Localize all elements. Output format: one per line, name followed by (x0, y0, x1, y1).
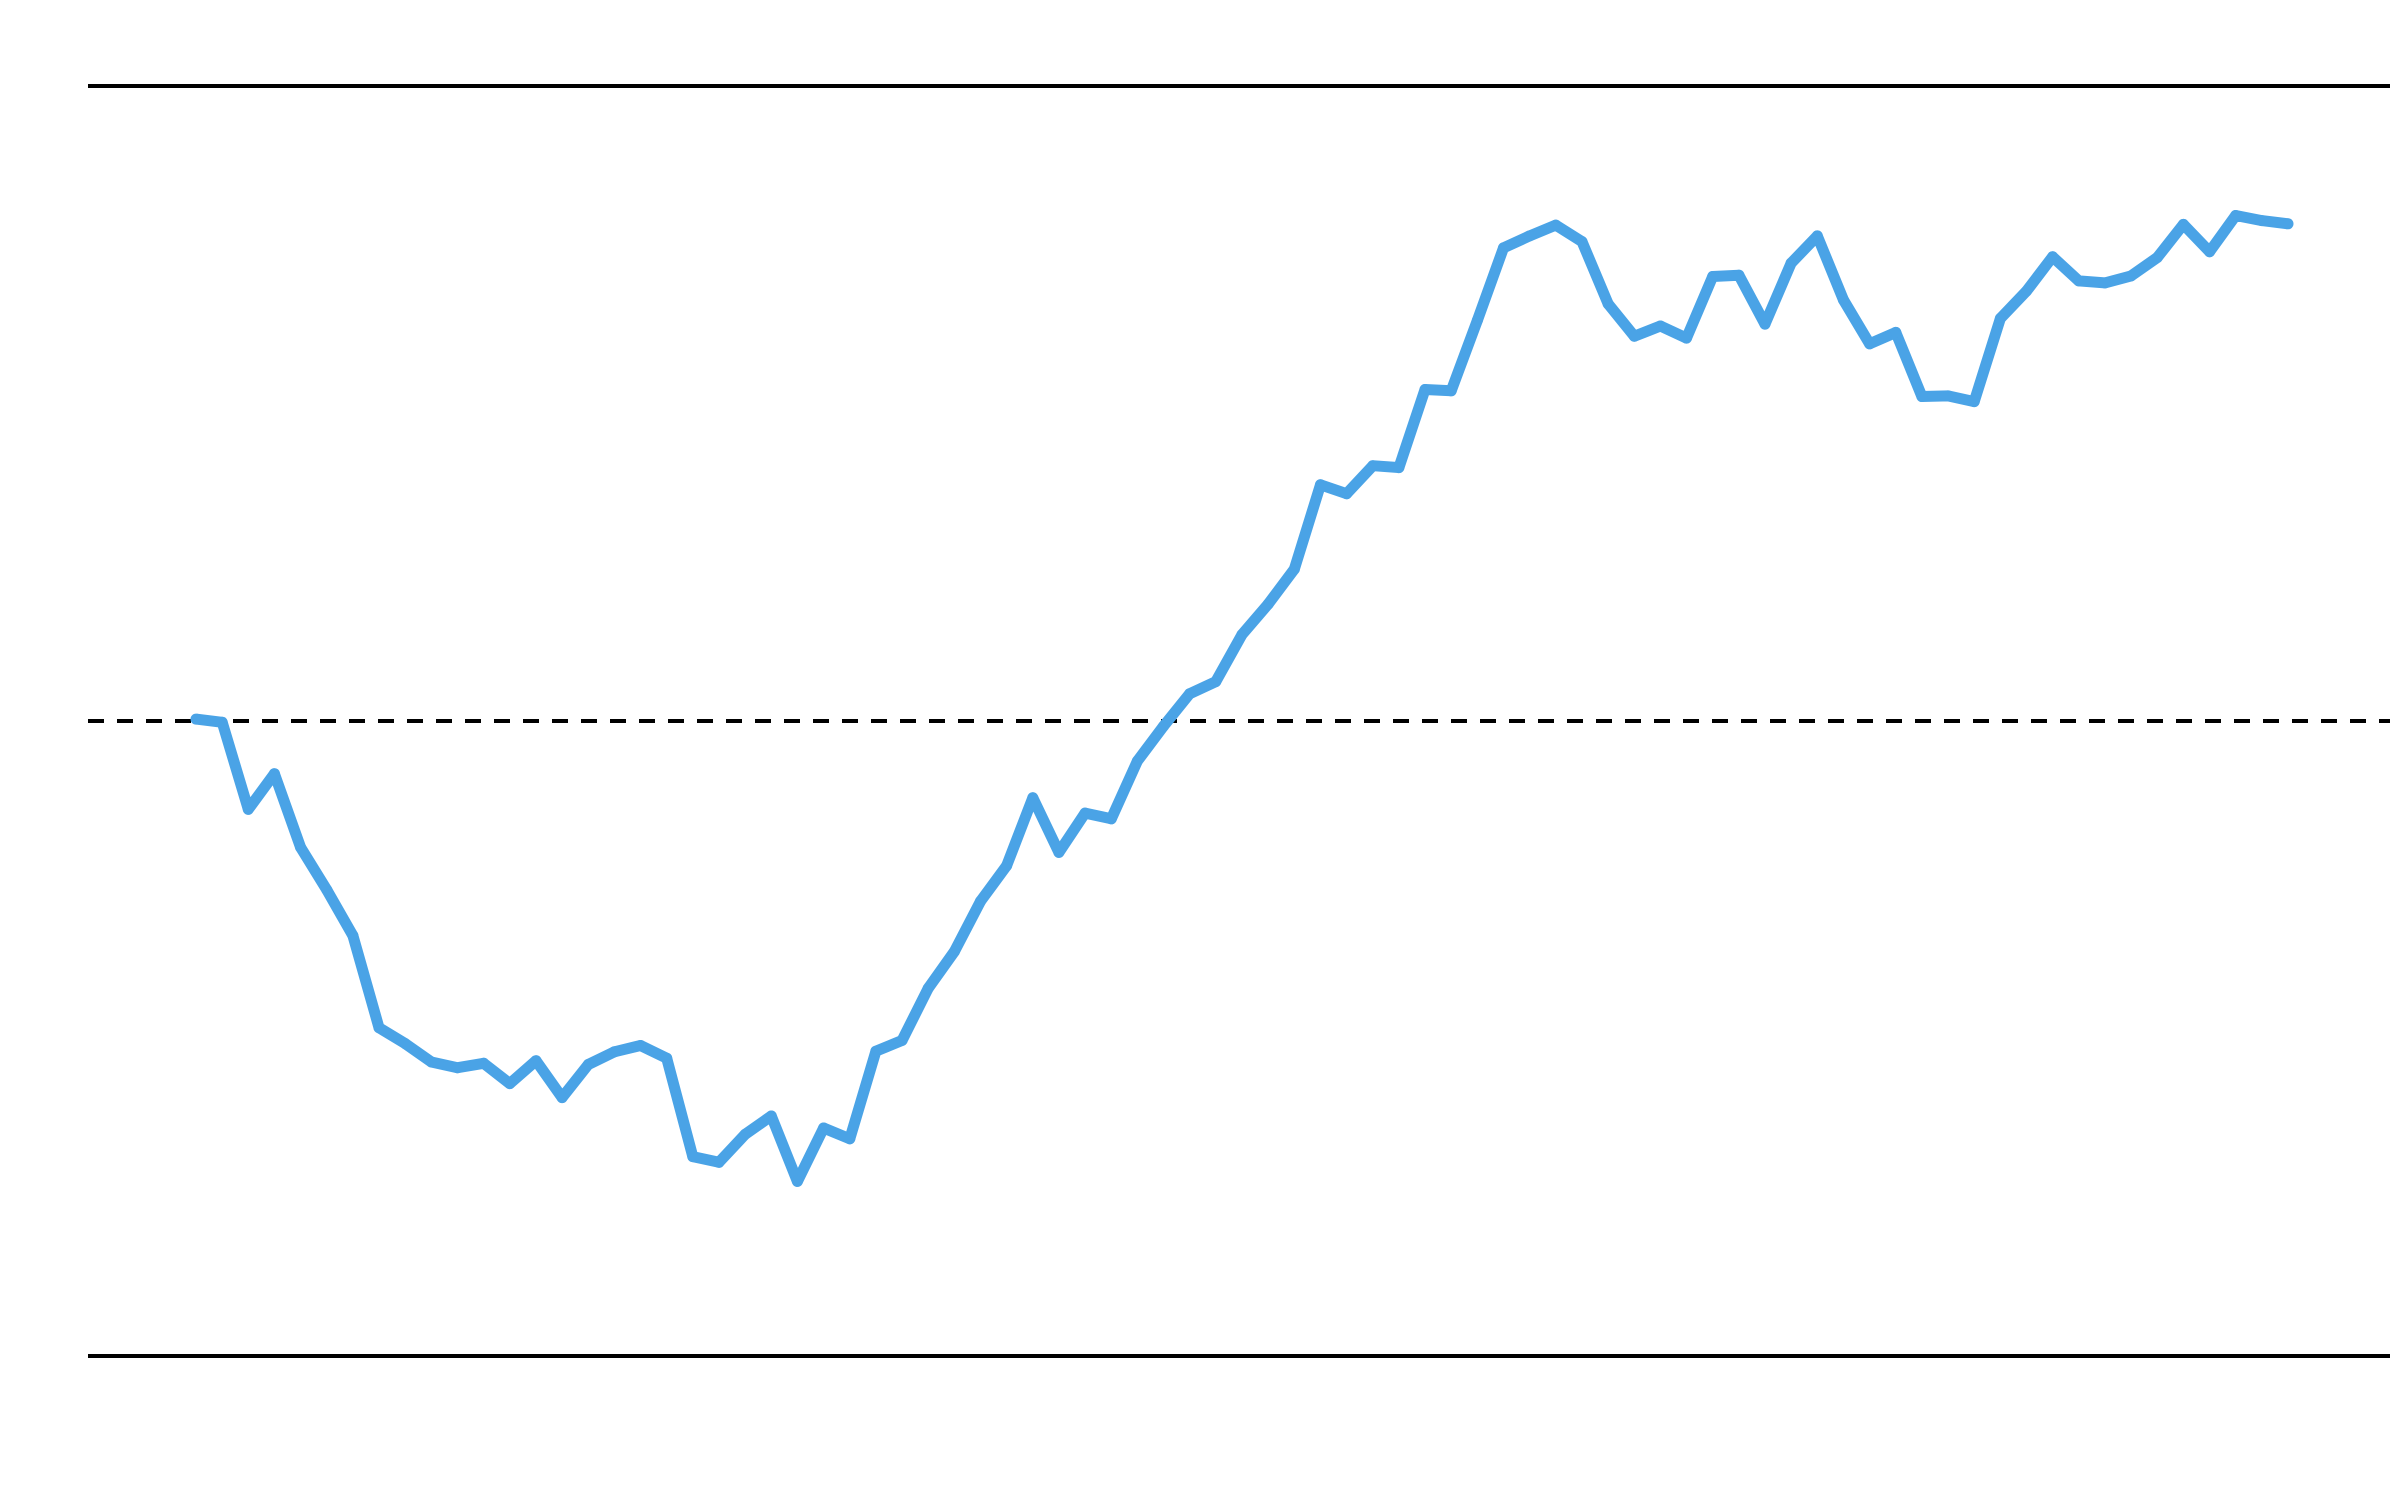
series-point (399, 1038, 411, 1050)
series-point (425, 1056, 437, 1068)
series-point (1105, 813, 1117, 825)
series-point (1001, 860, 1013, 872)
series-point (1079, 807, 1091, 819)
series-point (1471, 314, 1483, 326)
series-point (1968, 396, 1980, 408)
series-point (1864, 338, 1876, 350)
series-point (1027, 792, 1039, 804)
series-point (1524, 230, 1536, 242)
series-point (2047, 251, 2059, 263)
series-point (2230, 210, 2242, 221)
series-point (1916, 391, 1928, 402)
series-point (948, 946, 960, 957)
series-point (1158, 720, 1170, 732)
series-point (2021, 285, 2032, 297)
series-point (347, 930, 359, 942)
series-point (556, 1092, 568, 1104)
series-point (1498, 242, 1509, 254)
series-point (1628, 330, 1640, 342)
series-point (1445, 385, 1457, 397)
series-point (1210, 676, 1222, 688)
series-point (2204, 246, 2216, 258)
series-point (635, 1040, 646, 1051)
series-point (922, 982, 934, 994)
series-point (1315, 479, 1326, 491)
series-point (1759, 318, 1771, 330)
series-point (818, 1122, 830, 1134)
series-point (1707, 271, 1719, 282)
series-point (687, 1151, 699, 1163)
series-point (1367, 460, 1379, 472)
series-point (1838, 294, 1849, 306)
series-point (1393, 462, 1405, 474)
series-point (608, 1046, 620, 1058)
series-point (1811, 230, 1823, 242)
series-point (268, 768, 280, 780)
series-point (2282, 218, 2294, 230)
series-point (1262, 598, 1274, 610)
series-point (1994, 312, 2006, 324)
series-point (1419, 384, 1431, 395)
series-point (1341, 488, 1353, 500)
series-point (295, 841, 307, 853)
series-point (2256, 215, 2268, 227)
series-layer (190, 210, 2294, 1187)
series-point (1654, 320, 1666, 332)
series-point (1785, 257, 1797, 269)
series-point (896, 1034, 908, 1046)
series-point (975, 895, 986, 907)
series-point (242, 803, 254, 815)
series-point (2177, 218, 2189, 230)
series-point (2099, 277, 2111, 289)
series-point (765, 1110, 777, 1122)
series-point (1733, 269, 1745, 281)
series-point (739, 1128, 751, 1140)
series-point (1576, 236, 1588, 248)
series-point (478, 1057, 490, 1069)
series-point (791, 1175, 803, 1187)
series-point (1131, 755, 1143, 767)
series-point (1184, 688, 1196, 700)
series-point (661, 1052, 673, 1064)
series-point (1236, 629, 1248, 641)
series-point (844, 1133, 856, 1145)
series-point (1890, 326, 1902, 338)
series-point (1053, 846, 1065, 858)
series-line-0 (195, 210, 2289, 1187)
series-point (1681, 332, 1692, 344)
series-point (190, 713, 202, 725)
series-point (1942, 390, 1954, 402)
series-point (216, 716, 228, 728)
series-point (2073, 275, 2085, 287)
series-point (713, 1156, 725, 1168)
series-point (1550, 219, 1562, 231)
series-point (582, 1059, 594, 1070)
series-point (321, 884, 333, 896)
series-point (452, 1062, 463, 1074)
series-point (2125, 270, 2137, 282)
series-point (2151, 252, 2163, 263)
series-point (530, 1055, 542, 1067)
series-point (1288, 563, 1300, 575)
series-point (1602, 298, 1614, 310)
series-point (373, 1022, 385, 1034)
series-point (870, 1045, 882, 1057)
series-point (504, 1078, 516, 1090)
